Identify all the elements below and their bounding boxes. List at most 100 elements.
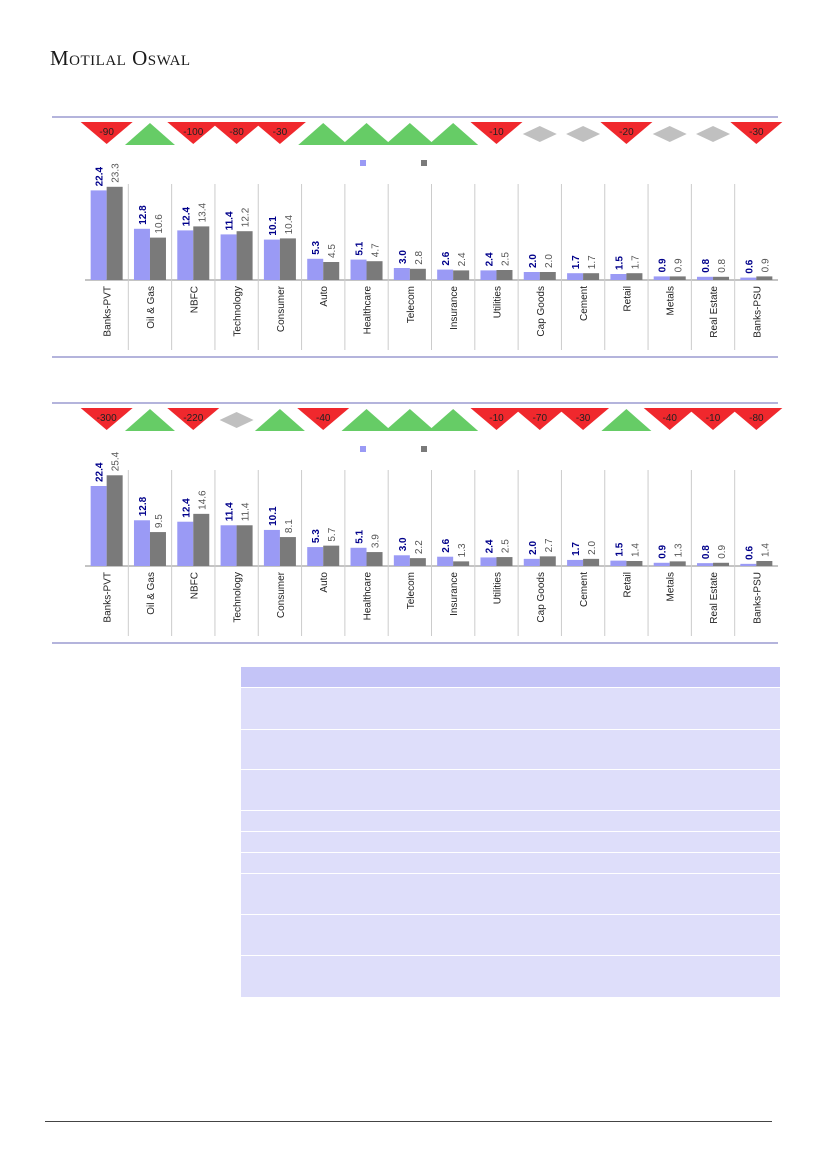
value-label-b: 25.4 xyxy=(111,451,122,471)
bar-series-b xyxy=(279,238,296,280)
category-label: NBFC xyxy=(189,572,200,599)
change-marker-down xyxy=(730,122,783,144)
category-label: Cap Goods xyxy=(536,572,547,623)
bar-series-a xyxy=(307,547,324,566)
change-marker-label: -70 xyxy=(533,413,548,424)
table-row xyxy=(241,873,780,914)
bar-series-b xyxy=(409,268,426,280)
bar-series-b xyxy=(539,272,556,280)
category-label: Healthcare xyxy=(363,286,374,335)
value-label-a: 22.4 xyxy=(95,462,106,482)
value-label-b: 0.9 xyxy=(717,544,728,558)
value-label-b: 0.9 xyxy=(760,258,771,272)
bar-series-a xyxy=(523,272,540,280)
category-label: Telecom xyxy=(406,286,417,323)
bar-series-a xyxy=(350,259,367,280)
table-panel xyxy=(241,667,780,997)
category-label: Real Estate xyxy=(709,286,720,338)
bar-series-b xyxy=(409,558,426,566)
bar-series-a xyxy=(697,563,714,566)
value-label-a: 1.5 xyxy=(614,256,625,270)
legend-swatch-series-a xyxy=(360,446,366,452)
value-label-b: 13.4 xyxy=(197,202,208,222)
change-marker-down xyxy=(557,408,610,430)
bar-series-b xyxy=(756,276,773,280)
change-marker-up xyxy=(384,409,435,431)
bar-series-a xyxy=(437,269,454,280)
table-header xyxy=(241,667,780,687)
value-label-b: 2.4 xyxy=(457,252,468,266)
change-marker-neutral xyxy=(652,126,687,142)
bar-series-b xyxy=(323,545,340,566)
bar-series-a xyxy=(653,562,670,566)
value-label-a: 0.9 xyxy=(658,544,669,558)
change-marker-down xyxy=(210,122,263,144)
category-label: Telecom xyxy=(406,572,417,609)
value-label-b: 1.7 xyxy=(587,255,598,269)
value-label-b: 1.7 xyxy=(630,255,641,269)
change-marker-down xyxy=(687,408,740,430)
change-marker-up xyxy=(124,123,175,145)
value-label-a: 12.8 xyxy=(138,205,149,225)
category-label: Technology xyxy=(233,286,244,337)
table-row xyxy=(241,810,780,831)
category-label: Banks-PVT xyxy=(103,572,114,623)
legend-swatch-series-a xyxy=(360,160,366,166)
value-label-b: 3.9 xyxy=(371,534,382,548)
value-label-a: 2.4 xyxy=(484,252,495,266)
value-label-a: 5.1 xyxy=(355,529,366,543)
value-label-b: 2.5 xyxy=(500,539,511,553)
bar-series-a xyxy=(567,559,584,566)
bar-series-a xyxy=(133,520,150,566)
brand-logo: Motilal Oswal xyxy=(50,46,191,70)
bar-series-b xyxy=(539,556,556,566)
value-label-b: 1.4 xyxy=(760,543,771,557)
change-marker-label: -30 xyxy=(273,127,288,138)
value-label-a: 5.3 xyxy=(311,529,322,543)
bar-series-a xyxy=(740,277,757,280)
bar-series-b xyxy=(626,561,643,566)
value-label-b: 2.5 xyxy=(500,252,511,266)
bar-series-b xyxy=(583,273,600,280)
value-label-b: 2.8 xyxy=(414,250,425,264)
bar-series-a xyxy=(90,190,107,280)
change-marker-label: -80 xyxy=(229,127,244,138)
bar-series-b xyxy=(193,226,210,280)
change-marker-label: -10 xyxy=(489,413,504,424)
change-marker-label: -100 xyxy=(183,127,203,138)
bar-series-b xyxy=(149,532,166,566)
category-label: Utilities xyxy=(492,572,503,604)
value-label-a: 0.8 xyxy=(701,258,712,272)
bar-series-b xyxy=(453,561,470,566)
category-label: Auto xyxy=(319,286,330,307)
change-marker-up xyxy=(124,409,175,431)
change-marker-label: -20 xyxy=(619,127,634,138)
bar-series-b xyxy=(236,525,253,566)
sector-weight-chart-1: 22.4 23.3 Banks-PVT -90 12.8 10.6 Oil & Gas 12.… xyxy=(52,116,783,358)
category-label: Cement xyxy=(579,572,590,607)
bar-series-a xyxy=(263,239,280,280)
category-label: Cap Goods xyxy=(536,286,547,337)
value-label-a: 11.4 xyxy=(225,211,236,230)
value-label-b: 2.0 xyxy=(587,541,598,555)
category-label: Banks-PSU xyxy=(752,572,763,624)
change-marker-label: -40 xyxy=(316,413,331,424)
value-label-b: 5.7 xyxy=(327,527,338,541)
change-marker-down xyxy=(80,122,133,144)
value-label-a: 3.0 xyxy=(398,537,409,551)
table-row xyxy=(241,729,780,770)
value-label-a: 2.6 xyxy=(441,538,452,552)
value-label-b: 12.2 xyxy=(241,207,252,227)
category-label: Real Estate xyxy=(709,572,720,624)
bar-series-b xyxy=(236,231,253,280)
value-label-b: 23.3 xyxy=(111,163,122,183)
value-label-b: 1.3 xyxy=(457,543,468,557)
change-marker-label: -30 xyxy=(749,127,764,138)
change-marker-up xyxy=(428,123,479,145)
footer-rule xyxy=(45,1121,772,1122)
bar-series-b xyxy=(106,186,123,280)
value-label-b: 1.3 xyxy=(674,543,685,557)
category-label: Consumer xyxy=(276,571,287,618)
change-marker-label: -80 xyxy=(749,413,764,424)
value-label-b: 8.1 xyxy=(284,519,295,533)
